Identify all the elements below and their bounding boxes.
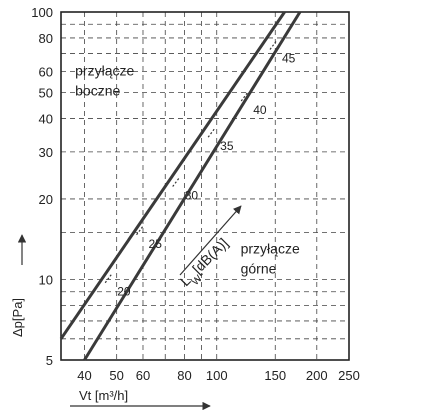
- region-label-side-line2: boczne: [75, 82, 120, 98]
- y-tick-label: 100: [31, 5, 53, 20]
- y-tick-label: 60: [39, 64, 53, 79]
- y-tick-labels: 5 10 20 30 40 50 60 80 100: [31, 5, 53, 368]
- sound-level-mark: [240, 92, 248, 102]
- sound-level-label: 20: [117, 285, 131, 299]
- sound-level-label: 40: [253, 103, 267, 117]
- x-tick-label: 80: [177, 368, 191, 383]
- y-tick-label: 5: [46, 353, 53, 368]
- sound-level-label: 30: [185, 189, 199, 203]
- y-tick-label: 50: [39, 86, 53, 101]
- y-axis-title: Δp[Pa]: [10, 298, 25, 337]
- x-tick-label: 200: [306, 368, 328, 383]
- sound-level-arrow: [179, 205, 242, 276]
- region-label-side: przyłącze boczne: [75, 62, 134, 98]
- sound-level-annotation-text: LW[dB(A)]: [177, 235, 235, 293]
- series-line-top: [83, 11, 302, 361]
- sound-level-mark: [269, 41, 277, 50]
- x-tick-label: 150: [264, 368, 286, 383]
- x-axis-title: Vt [m³/h]: [79, 388, 128, 403]
- plot-frame: [60, 11, 350, 361]
- region-label-top: przyłącze górne: [241, 241, 300, 277]
- x-tick-label: 100: [206, 368, 228, 383]
- grid-layer: [61, 12, 350, 360]
- x-tick-label: 60: [136, 368, 150, 383]
- y-tick-label: 20: [39, 192, 53, 207]
- series-layer: [59, 11, 302, 361]
- y-tick-label: 80: [39, 31, 53, 46]
- region-label-top-line2: górne: [241, 261, 277, 277]
- sound-level-label: 35: [220, 139, 234, 153]
- sound-level-annotation: LW[dB(A)]: [177, 235, 235, 293]
- sound-level-label: 45: [282, 52, 296, 66]
- sound-level-mark: [172, 178, 180, 187]
- marks-layer: 20 25 30 35 40 45: [104, 41, 296, 299]
- sound-level-label: 25: [149, 237, 163, 251]
- x-tick-label: 50: [109, 368, 123, 383]
- region-label-top-line1: przyłącze: [241, 241, 300, 257]
- y-tick-label: 10: [39, 272, 53, 287]
- y-tick-label: 30: [39, 145, 53, 160]
- sound-level-mark: [104, 274, 112, 284]
- x-tick-label: 40: [77, 368, 91, 383]
- y-tick-label: 40: [39, 111, 53, 126]
- sound-level-mark: [136, 226, 144, 236]
- x-tick-labels: 40 50 60 80 100 150 200 250: [77, 368, 360, 383]
- x-tick-label: 250: [338, 368, 360, 383]
- sound-level-mark: [207, 128, 215, 138]
- series-line-side: [59, 11, 286, 340]
- region-label-side-line1: przyłącze: [75, 62, 134, 78]
